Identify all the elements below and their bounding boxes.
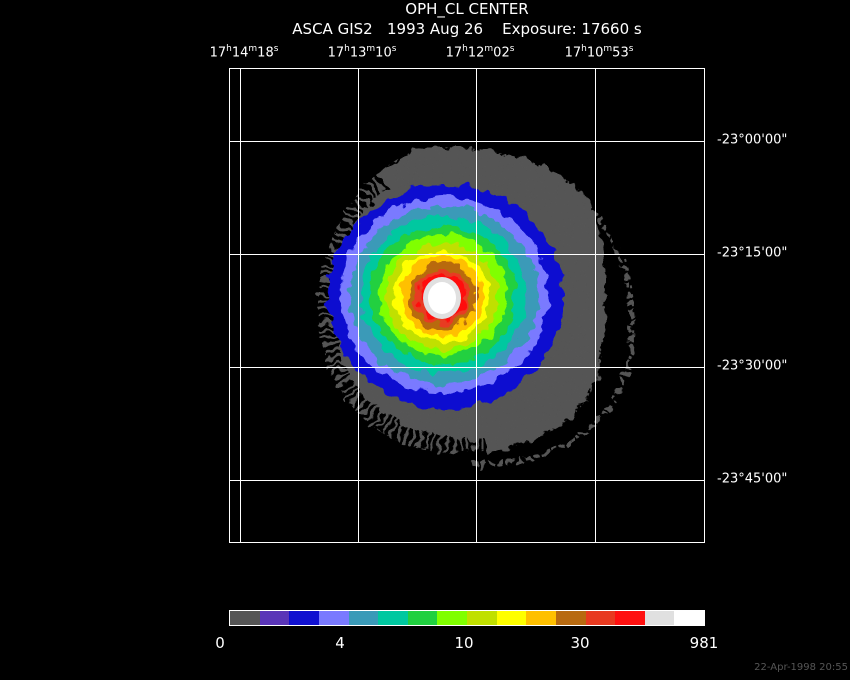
dec-label-4: -23°45'00" <box>717 471 788 487</box>
colorbar-segment-16 <box>674 611 704 625</box>
image-title: OPH_CL CENTER <box>405 0 529 18</box>
colorbar-segment-11 <box>526 611 556 625</box>
colorbar <box>229 610 705 626</box>
colorbar-segment-8 <box>437 611 467 625</box>
colorbar-segment-14 <box>615 611 645 625</box>
colorbar-label-2: 4 <box>335 634 345 652</box>
colorbar-segment-4 <box>318 611 349 625</box>
colorbar-segment-1 <box>230 611 260 625</box>
grid-line-horizontal-3 <box>230 367 704 368</box>
grid-line-horizontal-2 <box>230 254 704 255</box>
colorbar-segment-15 <box>644 611 675 625</box>
dec-label-1: -23°00'00" <box>717 132 788 148</box>
xray-emission-map <box>316 147 635 466</box>
dec-label-3: -23°30'00" <box>717 358 788 374</box>
colorbar-label-3: 10 <box>454 634 474 652</box>
colorbar-segment-6 <box>378 611 408 625</box>
colorbar-label-4: 30 <box>570 634 590 652</box>
grid-line-vertical-1 <box>240 69 241 542</box>
xray-image <box>229 68 705 543</box>
colorbar-segment-13 <box>585 611 616 625</box>
colorbar-segment-5 <box>348 611 379 625</box>
colorbar-segment-7 <box>407 611 438 625</box>
ra-label-3: 17h12m02s <box>445 44 515 61</box>
colorbar-label-max: 981 <box>689 634 719 652</box>
grid-line-horizontal-4 <box>230 480 704 481</box>
colorbar-segment-10 <box>496 611 527 625</box>
timestamp: 22-Apr-1998 20:55 <box>754 662 848 673</box>
image-subtitle: ASCA GIS2 1993 Aug 26 Exposure: 17660 s <box>292 20 642 38</box>
grid-line-vertical-2 <box>358 69 359 542</box>
colorbar-segment-2 <box>259 611 290 625</box>
colorbar-segment-12 <box>555 611 586 625</box>
grid-line-horizontal-1 <box>230 141 704 142</box>
ra-label-2: 17h13m10s <box>327 44 397 61</box>
colorbar-segment-3 <box>289 611 319 625</box>
colorbar-label-min: 0 <box>215 634 225 652</box>
ra-label-1: 17h14m18s <box>209 44 279 61</box>
dec-label-2: -23°15'00" <box>717 245 788 261</box>
grid-line-vertical-4 <box>595 69 596 542</box>
ra-label-4: 17h10m53s <box>564 44 634 61</box>
grid-line-vertical-3 <box>476 69 477 542</box>
colorbar-segment-9 <box>467 611 497 625</box>
